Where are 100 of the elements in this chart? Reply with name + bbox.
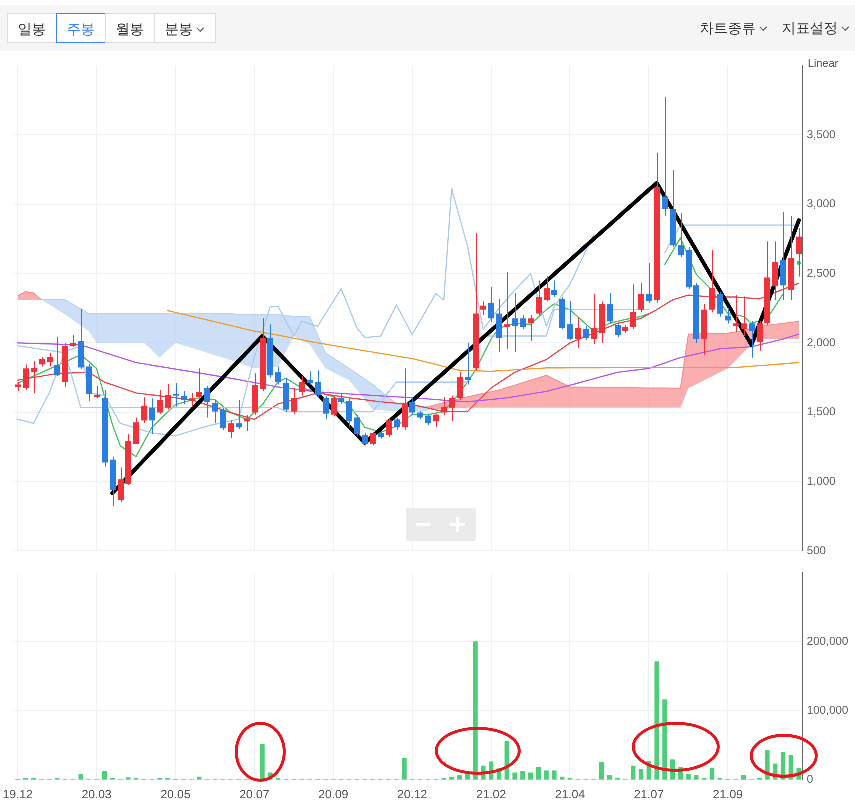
y-tick-label: 200,000	[807, 636, 849, 648]
candlestick	[292, 388, 298, 414]
candlestick	[324, 395, 330, 420]
bar	[536, 767, 542, 780]
candlestick	[616, 323, 622, 338]
candlestick	[480, 301, 486, 316]
candlestick	[718, 291, 724, 318]
candlestick	[458, 372, 464, 400]
candlestick	[504, 272, 510, 350]
bar	[473, 642, 478, 780]
candlestick	[552, 280, 558, 298]
candlestick	[244, 414, 250, 432]
bar	[765, 750, 770, 780]
text: 월봉	[116, 21, 144, 37]
x-tick-label: 20.05	[160, 788, 192, 802]
candlestick	[536, 280, 542, 316]
candlestick	[386, 418, 392, 438]
candlestick	[308, 371, 314, 386]
candlestick	[196, 368, 202, 400]
candlestick	[394, 418, 400, 431]
x-tick-label: 19.12	[2, 788, 34, 802]
bar	[686, 774, 691, 780]
candlestick	[410, 398, 416, 416]
candlestick	[568, 300, 574, 341]
bar	[528, 772, 534, 780]
candlestick	[758, 320, 764, 352]
x-tick-label: 21.07	[634, 788, 664, 802]
x-tick-label: 21.04	[555, 788, 586, 802]
bar	[520, 771, 526, 780]
candlestick	[134, 417, 140, 445]
bar	[552, 770, 557, 780]
candlestick	[450, 395, 456, 422]
candlestick	[544, 276, 550, 302]
candlestick	[346, 398, 352, 428]
bar	[599, 762, 604, 780]
candlestick	[16, 381, 22, 392]
bar	[450, 776, 454, 780]
bar	[741, 776, 746, 780]
bar	[607, 776, 612, 780]
text: Linear	[808, 58, 839, 70]
candlestick	[32, 360, 38, 394]
candlestick	[316, 370, 322, 398]
text: 일봉	[18, 21, 46, 37]
bar	[457, 776, 462, 780]
x-tick-label: 21.09	[713, 788, 744, 802]
candlestick	[488, 286, 494, 323]
y-tick-label: 0	[807, 774, 814, 786]
candlestick	[40, 356, 46, 368]
candlestick	[734, 294, 740, 333]
bar	[78, 774, 84, 780]
text: 분봉	[165, 21, 193, 37]
candlestick	[678, 212, 684, 258]
candlestick	[182, 390, 188, 405]
candlestick	[512, 292, 518, 353]
candlestick	[466, 342, 472, 386]
candlestick	[362, 432, 368, 446]
candlestick	[174, 382, 180, 408]
y-tick-label: 3,000	[807, 198, 836, 211]
candlestick	[142, 396, 148, 424]
y-tick-label: 2,500	[807, 268, 836, 280]
candlestick	[300, 376, 306, 396]
candlestick	[236, 399, 242, 430]
y-tick-label: 100,000	[807, 705, 849, 718]
bar	[560, 776, 565, 780]
candlestick	[370, 431, 376, 446]
candlestick	[638, 283, 644, 314]
candlestick	[276, 366, 282, 386]
text: 지표설정	[782, 20, 838, 36]
candlestick	[150, 398, 156, 435]
candlestick	[528, 314, 534, 342]
bar	[631, 766, 636, 780]
x-tick-label: 20.07	[240, 788, 270, 802]
bar	[197, 776, 202, 780]
candlestick	[338, 392, 344, 405]
candlestick	[190, 392, 196, 408]
candlestick	[592, 294, 598, 345]
bar	[544, 770, 549, 780]
bar	[260, 744, 265, 780]
candlestick	[48, 352, 54, 368]
candlestick	[646, 262, 652, 304]
candlestick	[630, 284, 636, 330]
candlestick	[434, 413, 440, 428]
candlestick	[710, 250, 716, 314]
bar	[662, 700, 668, 780]
candlestick	[584, 326, 590, 341]
bar	[710, 768, 715, 780]
candlestick	[332, 395, 338, 418]
candlestick	[742, 296, 748, 337]
candlestick	[354, 414, 360, 437]
bar	[654, 662, 660, 780]
candlestick	[442, 396, 448, 416]
candlestick	[24, 364, 30, 391]
candlestick	[158, 390, 164, 414]
candlestick	[426, 413, 432, 426]
candlestick	[212, 399, 218, 424]
bar	[694, 776, 699, 780]
candlestick	[70, 334, 76, 348]
text: 차트종류	[700, 20, 756, 36]
candlestick	[204, 386, 210, 418]
y-tick-label: 3,500	[807, 129, 836, 142]
